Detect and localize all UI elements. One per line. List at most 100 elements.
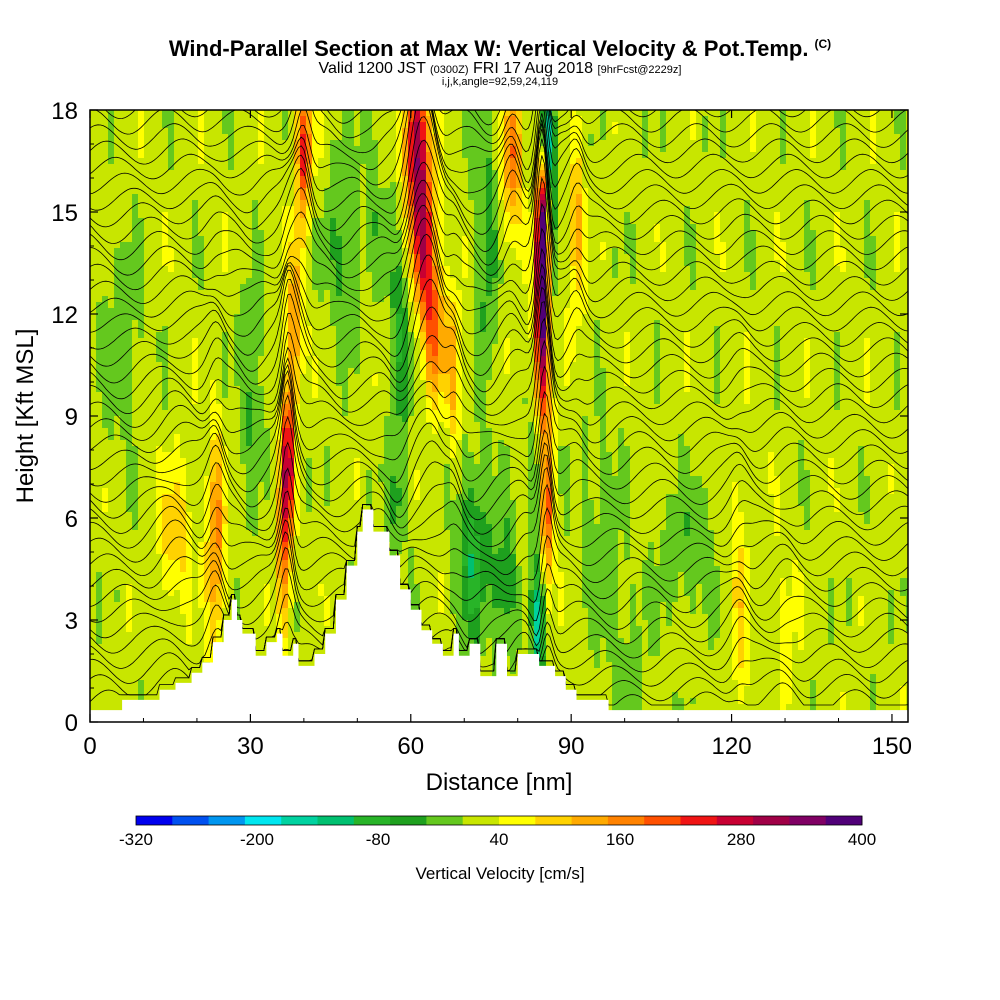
velocity-cell <box>330 254 337 261</box>
velocity-cell <box>438 218 445 225</box>
velocity-cell <box>294 206 301 213</box>
velocity-cell <box>126 146 133 153</box>
velocity-cell <box>90 128 97 135</box>
velocity-cell <box>858 152 865 159</box>
velocity-cell <box>504 272 511 279</box>
velocity-cell <box>204 290 211 297</box>
velocity-cell <box>612 212 619 219</box>
velocity-cell <box>180 230 187 237</box>
velocity-cell <box>666 176 673 183</box>
velocity-cell <box>336 320 343 327</box>
velocity-cell <box>126 314 133 321</box>
velocity-cell <box>126 302 133 309</box>
velocity-cell <box>120 314 127 321</box>
velocity-cell <box>306 146 313 153</box>
velocity-cell <box>324 302 331 309</box>
velocity-cell <box>198 188 205 195</box>
velocity-cell <box>156 146 163 153</box>
velocity-cell <box>726 194 733 201</box>
velocity-cell <box>384 128 391 135</box>
velocity-cell <box>756 110 763 117</box>
velocity-cell <box>582 218 589 225</box>
velocity-cell <box>786 248 793 255</box>
velocity-cell <box>696 128 703 135</box>
velocity-cell <box>780 122 787 129</box>
velocity-cell <box>240 242 247 249</box>
velocity-cell <box>438 308 445 315</box>
velocity-cell <box>594 218 601 225</box>
velocity-cell <box>552 122 559 129</box>
velocity-cell <box>552 230 559 237</box>
velocity-cell <box>198 146 205 153</box>
velocity-cell <box>504 116 511 123</box>
velocity-cell <box>648 134 655 141</box>
velocity-cell <box>666 224 673 231</box>
velocity-cell <box>210 182 217 189</box>
velocity-cell <box>264 200 271 207</box>
velocity-cell <box>294 218 301 225</box>
velocity-cell <box>120 152 127 159</box>
velocity-cell <box>732 224 739 231</box>
velocity-cell <box>294 122 301 129</box>
velocity-cell <box>342 296 349 303</box>
velocity-cell <box>864 170 871 177</box>
velocity-cell <box>228 134 235 141</box>
velocity-cell <box>804 122 811 129</box>
velocity-cell <box>354 122 361 129</box>
velocity-cell <box>756 146 763 153</box>
velocity-cell <box>600 230 607 237</box>
velocity-cell <box>138 266 145 273</box>
velocity-cell <box>138 134 145 141</box>
velocity-cell <box>774 188 781 195</box>
velocity-cell <box>780 212 787 219</box>
velocity-cell <box>534 308 541 315</box>
velocity-cell <box>102 302 109 309</box>
velocity-cell <box>222 200 229 207</box>
velocity-cell <box>732 110 739 117</box>
velocity-cell <box>102 242 109 249</box>
velocity-cell <box>342 146 349 153</box>
velocity-cell <box>480 164 487 171</box>
velocity-cell <box>216 218 223 225</box>
velocity-cell <box>852 230 859 237</box>
velocity-cell <box>780 194 787 201</box>
velocity-cell <box>234 278 241 285</box>
velocity-cell <box>498 212 505 219</box>
velocity-cell <box>588 224 595 231</box>
velocity-cell <box>666 158 673 165</box>
velocity-cell <box>282 146 289 153</box>
velocity-cell <box>126 164 133 171</box>
velocity-cell <box>228 260 235 267</box>
velocity-cell <box>468 194 475 201</box>
velocity-cell <box>798 230 805 237</box>
velocity-cell <box>708 230 715 237</box>
velocity-cell <box>720 158 727 165</box>
velocity-cell <box>762 206 769 213</box>
velocity-cell <box>342 116 349 123</box>
velocity-cell <box>894 188 901 195</box>
velocity-cell <box>192 218 199 225</box>
velocity-cell <box>864 158 871 165</box>
velocity-cell <box>420 230 427 237</box>
velocity-cell <box>330 296 337 303</box>
velocity-cell <box>576 230 583 237</box>
velocity-cell <box>270 122 277 129</box>
velocity-cell <box>780 116 787 123</box>
velocity-cell <box>102 110 109 117</box>
velocity-cell <box>108 320 115 327</box>
velocity-cell <box>672 152 679 159</box>
velocity-cell <box>150 302 157 309</box>
velocity-cell <box>318 218 325 225</box>
velocity-cell <box>312 320 319 327</box>
velocity-cell <box>660 218 667 225</box>
velocity-cell <box>600 302 607 309</box>
velocity-cell <box>852 146 859 153</box>
velocity-cell <box>168 110 175 117</box>
velocity-cell <box>210 260 217 267</box>
velocity-cell <box>636 308 643 315</box>
velocity-cell <box>174 116 181 123</box>
velocity-cell <box>540 284 547 291</box>
velocity-cell <box>432 260 439 267</box>
velocity-cell <box>474 320 481 327</box>
velocity-cell <box>714 128 721 135</box>
